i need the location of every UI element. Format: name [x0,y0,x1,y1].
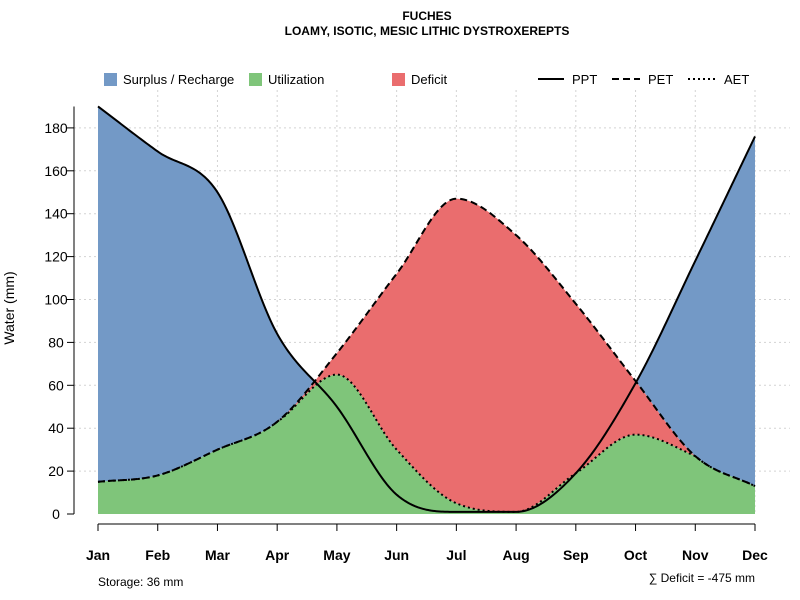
x-tick-label: Oct [624,547,648,563]
y-tick-label: 20 [48,463,64,479]
series-line-ppt [97,105,756,513]
area-surplus-recharge [98,106,755,487]
legend-label-deficit: Deficit [411,72,448,87]
y-tick-label: 0 [52,506,60,522]
series-line-aet [97,373,756,513]
area-fills [98,106,755,514]
y-tick-label: 120 [44,249,68,265]
y-tick-label: 140 [44,206,68,222]
x-tick-label: Apr [265,547,290,563]
x-tick-label: Jun [384,547,409,563]
y-tick-label: 60 [48,377,64,393]
x-tick-label: May [323,547,350,563]
x-tick-label: Sep [563,547,589,563]
area-utilization [98,374,755,514]
x-tick-label: Feb [145,547,170,563]
x-tick-label: Nov [682,547,709,563]
legend-label-aet: AET [724,72,749,87]
chart-subtitle: LOAMY, ISOTIC, MESIC LITHIC DYSTROXEREPT… [285,24,570,38]
y-tick-label: 80 [48,334,64,350]
y-tick-label: 40 [48,420,64,436]
x-tick-label: Aug [502,547,529,563]
storage-note: Storage: 36 mm [98,575,183,589]
legend: Surplus / Recharge Utilization Deficit P… [104,72,749,87]
y-tick-label: 160 [44,163,68,179]
chart-title: FUCHES [402,9,451,23]
legend-swatch-utilization [249,73,262,86]
x-tick-label: Dec [742,547,768,563]
x-tick-label: Mar [205,547,230,563]
y-tick-label: 180 [44,120,68,136]
x-tick-label: Jan [86,547,110,563]
y-axis-label: Water (mm) [1,271,17,344]
series-lines [97,105,756,513]
legend-label-ppt: PPT [572,72,597,87]
series-line-pet [97,197,756,488]
legend-label-utilization: Utilization [268,72,324,87]
area-deficit [98,198,755,512]
legend-swatch-surplus [104,73,117,86]
legend-label-pet: PET [648,72,673,87]
axes: 0 20 40 60 80 100 120 140 160 180 Jan Feb Mar Apr May J… [44,106,768,563]
deficit-note: ∑ Deficit = -475 mm [649,571,755,585]
y-tick-label: 100 [44,292,68,308]
legend-swatch-deficit [392,73,405,86]
legend-label-surplus: Surplus / Recharge [123,72,234,87]
x-tick-label: Jul [446,547,466,563]
